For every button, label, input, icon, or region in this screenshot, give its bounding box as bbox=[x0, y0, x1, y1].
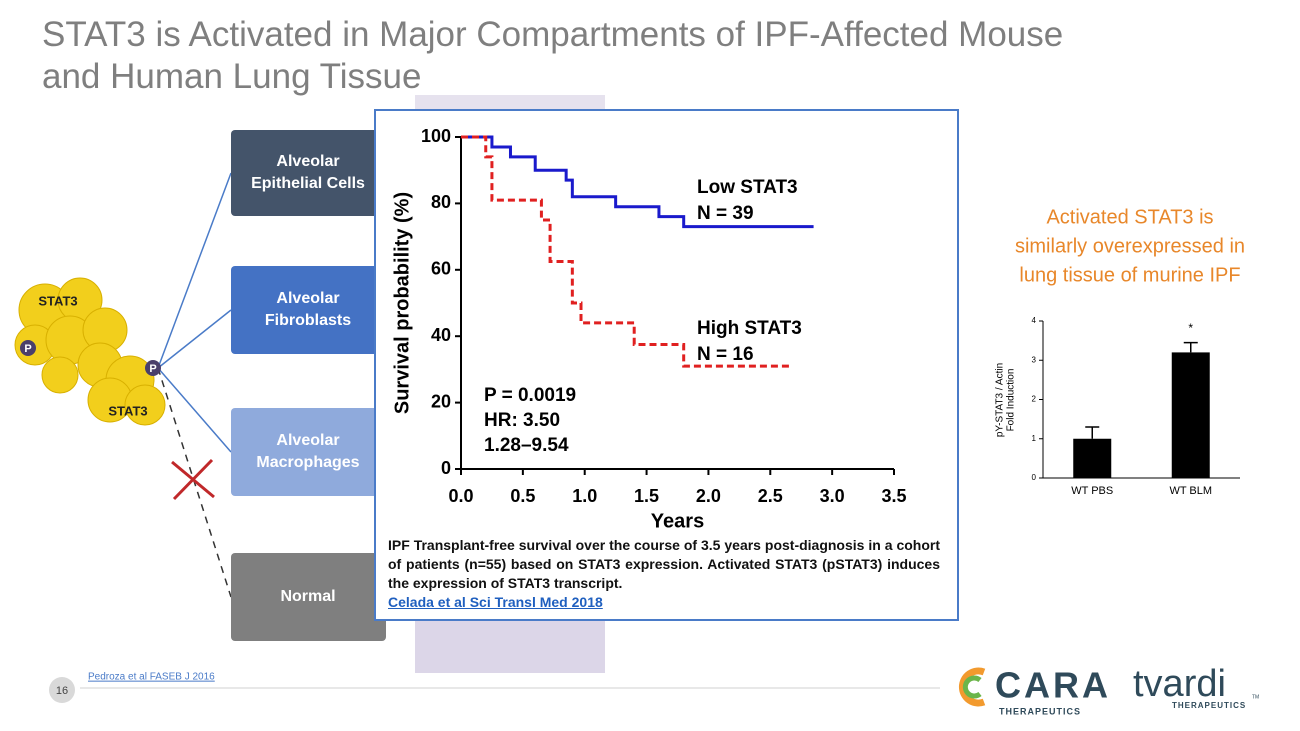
y-tick-label: 20 bbox=[431, 391, 451, 411]
protein-label: STAT3 bbox=[38, 293, 77, 308]
survival-curve bbox=[461, 135, 792, 368]
compartment-box bbox=[231, 266, 386, 354]
callout-line: Activated STAT3 is bbox=[1046, 206, 1213, 228]
y-tick-label: 1 bbox=[1032, 434, 1037, 443]
y-axis-label: pY-STAT3 / Actin bbox=[995, 363, 1006, 437]
cross-mark bbox=[171, 458, 215, 501]
x-tick-label: 1.0 bbox=[572, 486, 597, 506]
y-tick-label: 0 bbox=[441, 458, 451, 478]
significance: * bbox=[1188, 321, 1193, 335]
legend-label: Low STAT3 bbox=[697, 177, 798, 198]
x-tick-label: 2.0 bbox=[696, 486, 721, 506]
slide-title: STAT3 is Activated in Major Compartments… bbox=[42, 15, 1063, 96]
x-tick-label: WT PBS bbox=[1071, 485, 1113, 497]
callout-line: lung tissue of murine IPF bbox=[1019, 264, 1240, 286]
panel-frame bbox=[374, 109, 959, 621]
bar bbox=[1073, 438, 1112, 478]
tvardi-sub: THERAPEUTICS bbox=[1172, 701, 1246, 710]
y-tick-label: 3 bbox=[1032, 355, 1037, 364]
compartment-label: Normal bbox=[280, 588, 335, 605]
trademark: TM bbox=[1252, 694, 1259, 700]
bar-panel: 0 1 2 3 4 pY-STAT3 / Actin Fold Induction WT PB… bbox=[995, 316, 1240, 497]
compartment-label: Epithelial Cells bbox=[251, 175, 365, 192]
compartment-label: Alveolar bbox=[276, 153, 339, 170]
caption: IPF Transplant-free survival over the co… bbox=[388, 536, 940, 612]
y-tick-label: 2 bbox=[1032, 395, 1037, 404]
callout-line: similarly overexpressed in bbox=[1015, 235, 1245, 257]
callout: Activated STAT3 is similarly overexpresse… bbox=[1015, 206, 1245, 286]
y-tick-label: 80 bbox=[431, 192, 451, 212]
legend-count: N = 39 bbox=[697, 203, 754, 224]
compartment-label: Alveolar bbox=[276, 290, 339, 307]
compartment-box bbox=[231, 408, 386, 496]
phospho-dot bbox=[20, 340, 36, 356]
error-bar bbox=[1085, 426, 1100, 439]
compartment-label: Macrophages bbox=[256, 454, 359, 471]
x-tick-label: 3.0 bbox=[820, 486, 845, 506]
y-tick-label: 60 bbox=[431, 259, 451, 279]
cara-sub: THERAPEUTICS bbox=[999, 706, 1081, 716]
phospho-dot bbox=[145, 360, 161, 376]
caption-link[interactable]: Celada et al Sci Transl Med 2018 bbox=[388, 594, 603, 610]
cara-icon bbox=[959, 667, 986, 707]
phospho-label: P bbox=[24, 343, 31, 355]
caption-text: IPF Transplant-free survival over the co… bbox=[388, 537, 940, 591]
citation: Pedroza et al FASEB J 2016 bbox=[88, 672, 215, 683]
y-tick-label: 40 bbox=[431, 325, 451, 345]
compartment-label: Alveolar bbox=[276, 432, 339, 449]
x-tick-label: 1.5 bbox=[634, 486, 659, 506]
micrograph bbox=[415, 615, 605, 673]
y-tick-label: 4 bbox=[1032, 316, 1037, 325]
compartment-box bbox=[231, 553, 386, 641]
y-tick-label: 0 bbox=[1032, 473, 1037, 482]
axis bbox=[1042, 321, 1240, 479]
cara-logo: CARA bbox=[995, 665, 1111, 706]
y-axis-label: Survival probability (%) bbox=[391, 192, 413, 414]
legend-count: N = 16 bbox=[697, 344, 754, 365]
connectors bbox=[157, 172, 232, 453]
x-tick-label: 0.5 bbox=[510, 486, 535, 506]
x-axis-label: Years bbox=[651, 510, 704, 532]
x-tick-label: 2.5 bbox=[758, 486, 783, 506]
y-tick-label: 100 bbox=[421, 126, 451, 146]
stat-annotation: 1.28–9.54 bbox=[484, 435, 569, 456]
x-tick-label: 0.0 bbox=[448, 486, 473, 506]
tvardi-logo: tvardi bbox=[1133, 663, 1226, 705]
phospho-label: P bbox=[149, 363, 156, 375]
page-number: 16 bbox=[56, 685, 68, 697]
cara-icon bbox=[962, 675, 982, 699]
compartment-label: Fibroblasts bbox=[265, 312, 351, 329]
legend-label: High STAT3 bbox=[697, 318, 802, 339]
survival-panel: 0 20 40 60 80 100 0.0 0.5 1.0 1.5 2.0 2.5 3.0 3.5 Year… bbox=[374, 109, 959, 621]
x-tick-label: WT BLM bbox=[1169, 485, 1212, 497]
compartment-box bbox=[231, 130, 386, 216]
error-bar bbox=[1183, 341, 1198, 353]
x-tick-label: 3.5 bbox=[881, 486, 906, 506]
y-axis-label: Fold Induction bbox=[1006, 369, 1017, 432]
survival-curve bbox=[461, 135, 814, 229]
compartments: Alveolar Epithelial Cells Alveolar Fibrobla… bbox=[231, 130, 386, 641]
stat-annotation: P = 0.0019 bbox=[484, 385, 576, 406]
stat-annotation: HR: 3.50 bbox=[484, 410, 560, 431]
page-badge bbox=[49, 677, 75, 703]
protein-label: STAT3 bbox=[108, 403, 147, 418]
bar bbox=[1171, 352, 1210, 478]
